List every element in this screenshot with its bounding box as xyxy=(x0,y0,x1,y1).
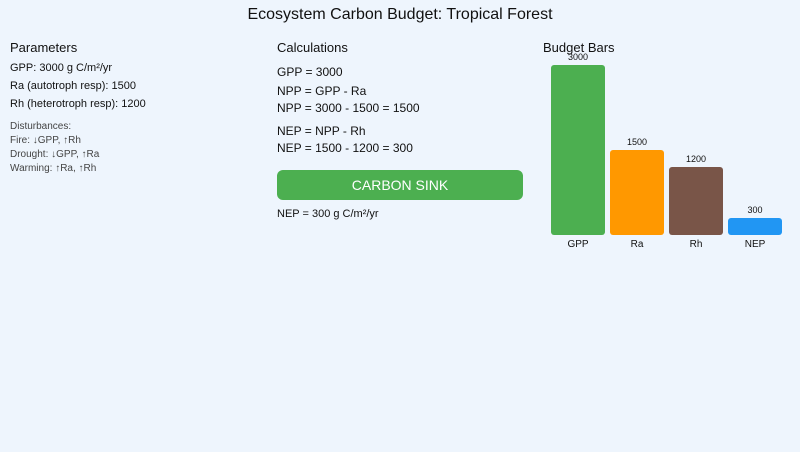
calculations-heading: Calculations xyxy=(277,40,348,55)
parameters-heading: Parameters xyxy=(10,40,78,55)
bar-value-label: 3000 xyxy=(567,52,589,62)
calc-nep-formula: NEP = NPP - Rh xyxy=(277,124,366,138)
disturbance-warming: Warming: ↑Ra, ↑Rh xyxy=(10,163,97,174)
bar-value-label: 1200 xyxy=(685,154,707,164)
chart-title: Budget Bars xyxy=(543,40,615,55)
bar-category-label: Rh xyxy=(689,239,703,250)
bar-category-label: NEP xyxy=(744,239,766,250)
disturbances-heading: Disturbances: xyxy=(10,121,72,132)
bar-ra xyxy=(610,150,664,235)
calc-npp: NPP = 3000 - 1500 = 1500 xyxy=(277,101,420,115)
disturbance-fire: Fire: ↓GPP, ↑Rh xyxy=(10,135,81,146)
bar-gpp xyxy=(551,65,605,235)
calc-gpp: GPP = 3000 xyxy=(277,65,343,79)
param-rh: Rh (heterotroph resp): 1200 xyxy=(10,98,146,110)
nep-result: NEP = 300 g C/m²/yr xyxy=(277,208,379,220)
calc-npp-formula: NPP = GPP - Ra xyxy=(277,84,367,98)
bar-value-label: 300 xyxy=(747,205,763,215)
bar-nep xyxy=(728,218,782,235)
bar-rh xyxy=(669,167,723,235)
carbon-sink-badge: CARBON SINK xyxy=(277,170,523,200)
page-title: Ecosystem Carbon Budget: Tropical Forest xyxy=(247,6,553,23)
disturbance-drought: Drought: ↓GPP, ↑Ra xyxy=(10,149,100,160)
param-ra: Ra (autotroph resp): 1500 xyxy=(10,80,136,92)
calc-nep: NEP = 1500 - 1200 = 300 xyxy=(277,141,413,155)
bar-category-label: GPP xyxy=(567,239,589,250)
bar-value-label: 1500 xyxy=(626,137,648,147)
param-gpp: GPP: 3000 g C/m²/yr xyxy=(10,62,113,74)
bar-category-label: Ra xyxy=(630,239,644,250)
